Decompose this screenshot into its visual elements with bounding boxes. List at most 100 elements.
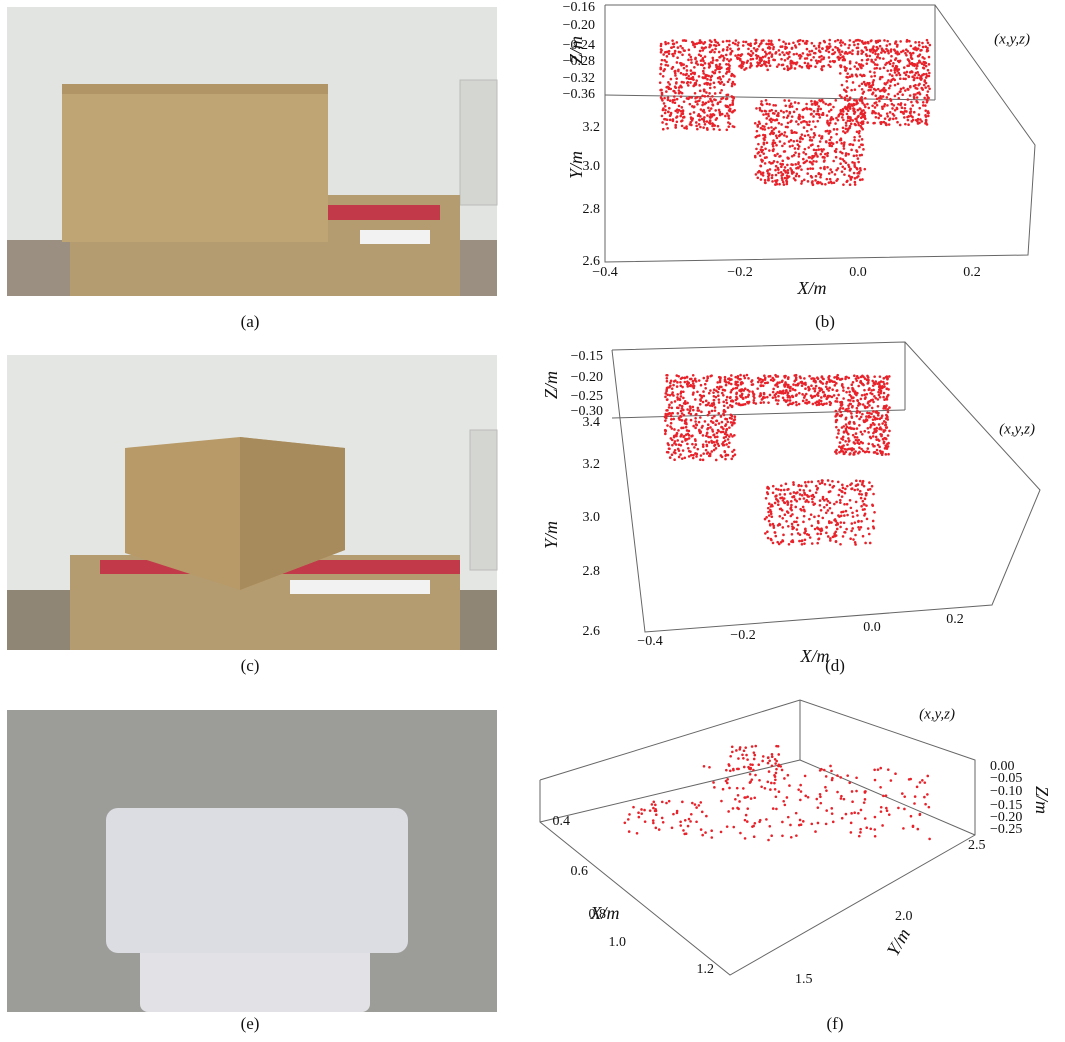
cloud-point — [658, 828, 661, 831]
cloud-point — [736, 807, 739, 810]
cloud-point — [828, 375, 831, 378]
cloud-point — [810, 394, 813, 397]
cloud-point — [768, 770, 771, 773]
cloud-point — [802, 521, 805, 524]
cloud-point — [792, 383, 795, 386]
cloud-point — [924, 61, 927, 64]
x-tick-label: 1.2 — [697, 962, 715, 977]
cloud-point — [867, 379, 870, 382]
cloud-point — [815, 175, 818, 178]
cloud-point — [914, 84, 917, 87]
cloud-point — [670, 78, 673, 81]
cloud-point — [849, 537, 852, 540]
cloud-point — [723, 83, 726, 86]
cloud-point — [799, 39, 802, 42]
cloud-point — [826, 504, 829, 507]
cloud-point — [821, 99, 824, 102]
cloud-point — [699, 801, 702, 804]
cloud-point — [713, 86, 716, 89]
cloud-point — [666, 393, 669, 396]
cloud-point — [682, 63, 685, 66]
cloud-point — [771, 180, 774, 183]
cloud-point — [773, 59, 776, 62]
cloud-point — [802, 40, 805, 43]
cloud-point — [802, 506, 805, 509]
cloud-point — [811, 501, 814, 504]
cloud-point — [713, 395, 716, 398]
cloud-point — [835, 421, 838, 424]
cloud-point — [699, 458, 702, 461]
cloud-point — [664, 64, 667, 67]
cloud-point — [874, 94, 877, 97]
cloud-point — [827, 535, 830, 538]
cloud-point — [841, 495, 844, 498]
cloud-point — [875, 101, 878, 104]
cloud-point — [756, 130, 759, 133]
cloud-point — [703, 67, 706, 70]
cloud-point — [803, 108, 806, 111]
cloud-point — [725, 429, 728, 432]
cloud-point — [688, 437, 691, 440]
cloud-point — [704, 123, 707, 126]
cloud-point — [797, 147, 800, 150]
cloud-point — [841, 84, 844, 87]
cloud-point — [732, 769, 735, 772]
cloud-point — [839, 501, 842, 504]
cloud-point — [685, 65, 688, 68]
cloud-point — [667, 444, 670, 447]
cloud-point — [803, 120, 806, 123]
cloud-point — [726, 825, 729, 828]
cloud-point — [835, 133, 838, 136]
cloud-point — [680, 433, 683, 436]
cloud-point — [794, 147, 797, 150]
cloud-point — [794, 179, 797, 182]
cloud-point — [795, 401, 798, 404]
cloud-point — [841, 116, 844, 119]
cloud-point — [689, 378, 692, 381]
cloud-point — [824, 103, 827, 106]
cloud-point — [904, 89, 907, 92]
cloud-point — [846, 485, 849, 488]
cloud-point — [752, 399, 755, 402]
cloud-point — [787, 169, 790, 172]
cloud-point — [833, 394, 836, 397]
cloud-point — [868, 83, 871, 86]
cloud-point — [792, 481, 795, 484]
cloud-point — [690, 58, 693, 61]
cloud-point — [887, 434, 890, 437]
cloud-point — [783, 134, 786, 137]
cloud-point — [871, 398, 874, 401]
cloud-point — [767, 839, 770, 842]
cloud-point — [765, 53, 768, 56]
cloud-point — [723, 414, 726, 417]
cloud-point — [872, 493, 875, 496]
cloud-point — [797, 788, 800, 791]
cloud-point — [725, 399, 728, 402]
point-label: (x,y,z) — [919, 706, 955, 722]
cloud-point — [826, 166, 829, 169]
cloud-point — [718, 422, 721, 425]
cloud-point — [835, 389, 838, 392]
cloud-point — [696, 128, 699, 131]
cloud-point — [775, 795, 778, 798]
cloud-point — [774, 495, 777, 498]
cloud-point — [860, 493, 863, 496]
cloud-point — [758, 122, 761, 125]
cloud-point — [715, 459, 718, 462]
cloud-point — [851, 104, 854, 107]
cloud-point — [690, 61, 693, 64]
cloud-point — [756, 65, 759, 68]
cloud-point — [792, 541, 795, 544]
cloud-point — [714, 423, 717, 426]
cloud-point — [787, 511, 790, 514]
cloud-point — [912, 52, 915, 55]
cloud-point — [717, 125, 720, 128]
cloud-point — [781, 51, 784, 54]
cloud-point — [828, 522, 831, 525]
cloud-point — [851, 447, 854, 450]
cloud-point — [695, 424, 698, 427]
cloud-point — [859, 113, 862, 116]
cloud-point — [787, 774, 790, 777]
cloud-point — [701, 426, 704, 429]
cloud-point — [922, 66, 925, 69]
